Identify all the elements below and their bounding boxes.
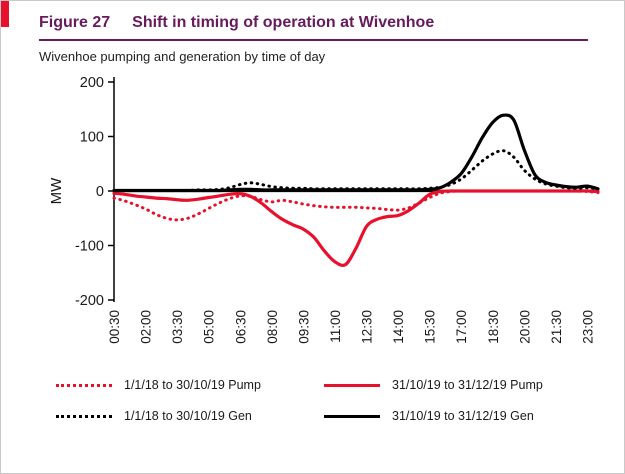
x-tick-label: 00:30 [107, 310, 122, 344]
page-corner-mark [1, 1, 9, 27]
y-tick-label: -200 [75, 293, 104, 309]
series-line-3 [112, 113, 600, 193]
y-tick-label: 200 [80, 75, 104, 91]
x-tick-label: 14:00 [391, 310, 406, 344]
x-tick-label: 09:30 [296, 310, 311, 344]
series-line-1 [112, 189, 600, 268]
legend-item-new-pump: 31/10/19 to 31/12/19 Pump [324, 373, 601, 397]
legend-item-old-pump: 1/1/18 to 30/10/19 Pump [56, 373, 324, 397]
x-tick-label: 05:00 [202, 310, 217, 344]
x-tick-label: 21:30 [549, 310, 564, 344]
legend-label-old-gen: 1/1/18 to 30/10/19 Gen [124, 409, 252, 423]
legend-swatch-old-gen [56, 414, 112, 418]
chart-legend: 1/1/18 to 30/10/19 Pump 31/10/19 to 31/1… [56, 373, 601, 428]
x-tick-label: 20:00 [517, 310, 532, 344]
x-tick-label: 23:00 [580, 310, 595, 344]
x-tick-label: 11:00 [328, 310, 343, 343]
x-tick-label: 12:30 [360, 310, 375, 344]
figure-title: Shift in timing of operation at Wivenhoe [132, 14, 435, 31]
series-line-0 [112, 189, 600, 222]
x-tick-label: 06:30 [233, 310, 248, 344]
x-tick-label: 17:00 [454, 310, 469, 344]
y-tick-label: -100 [75, 239, 104, 255]
x-tick-label: 15:30 [423, 310, 438, 344]
legend-label-new-pump: 31/10/19 to 31/12/19 Pump [392, 378, 543, 392]
figure-header: Figure 27 Shift in timing of operation at… [39, 14, 588, 41]
legend-swatch-new-gen [324, 414, 380, 418]
legend-item-old-gen: 1/1/18 to 30/10/19 Gen [56, 404, 324, 428]
figure-number: Figure 27 [39, 14, 111, 31]
legend-swatch-new-pump [324, 383, 380, 387]
y-axis-title: MW [48, 177, 65, 204]
y-tick-label: 0 [96, 184, 104, 200]
legend-item-new-gen: 31/10/19 to 31/12/19 Gen [324, 404, 601, 428]
series-line-2 [112, 149, 600, 192]
legend-swatch-old-pump [56, 383, 112, 387]
line-chart: -200 -100 0 100 200 MW 00:30 02:00 03:30 05:00 06:… [1, 66, 624, 371]
legend-label-new-gen: 31/10/19 to 31/12/19 Gen [392, 409, 534, 423]
y-tick-label: 100 [80, 130, 104, 146]
chart-subtitle: Wivenhoe pumping and generation by time … [39, 49, 326, 64]
x-tick-label: 18:30 [486, 310, 501, 344]
x-tick-label: 03:30 [170, 310, 185, 344]
legend-label-old-pump: 1/1/18 to 30/10/19 Pump [124, 378, 261, 392]
x-tick-label: 08:00 [265, 310, 280, 344]
x-tick-label: 02:00 [139, 310, 154, 344]
chart-svg: -200 -100 0 100 200 MW 00:30 02:00 03:30 05:00 06:… [48, 75, 600, 344]
